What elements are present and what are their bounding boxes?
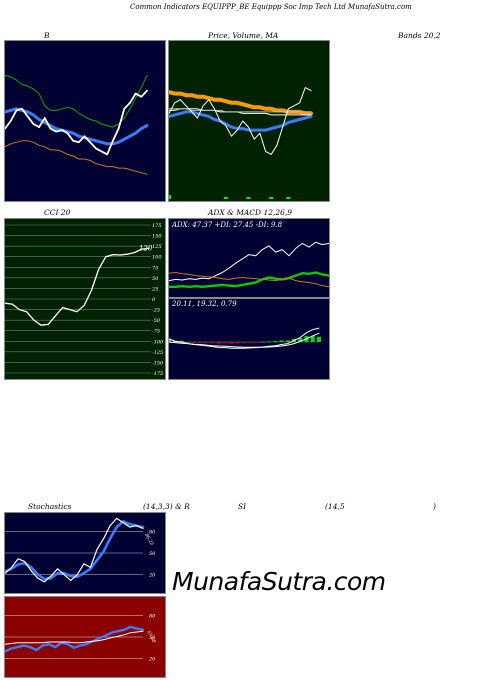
macd-histogram-bar: [235, 342, 240, 344]
macd-histogram-bar: [192, 342, 196, 343]
cci-tick-label: 25: [151, 286, 158, 292]
stoch-params-label: (14,3,3) & R: [143, 502, 190, 511]
cci-chart: 175 150 125 100 75 50 25 0 -25 -50 -75 -100 -125 -150…: [5, 223, 164, 377]
adx-minus_di-line: [169, 272, 329, 288]
cci-tick-label: -150: [152, 360, 164, 366]
macd-histogram-bar: [248, 342, 253, 343]
macd-histogram-bar: [317, 336, 321, 342]
stochastics-panel: 80 50 20 86.22: [4, 512, 166, 594]
cci-tick-label: 175: [152, 223, 162, 229]
cci-panel: 175 150 125 100 75 50 25 0 -25 -50 -75 -100 -125 -150…: [4, 218, 166, 380]
rsi-close-label: ): [433, 502, 436, 511]
bollinger-chart: [5, 74, 149, 175]
cci-tick-label: -100: [152, 339, 164, 345]
volume-bar: [169, 195, 171, 199]
rsi-label: SI: [238, 502, 247, 511]
macd-histogram-bar: [169, 338, 171, 342]
bollinger-middle-line: [5, 107, 149, 146]
stoch-tick-label: 80: [149, 529, 156, 535]
bollinger-upper-line: [5, 74, 148, 128]
macd-macd-line: [169, 327, 320, 349]
page-title: Common Indicators EQUIPPP_BE Equippp Soc…: [130, 3, 412, 11]
price-ma-panel: [168, 40, 330, 202]
cci-tick-label: 100: [152, 255, 162, 261]
brand-watermark: MunafaSutra.com: [172, 567, 386, 596]
adx-readout: ADX: 47.37 +DI: 27.45 -DI: 9.8: [172, 221, 283, 229]
stoch-d-line: [5, 520, 145, 581]
cci-tick-label: 0: [152, 297, 156, 303]
macd-histogram-bar: [310, 335, 315, 342]
adx-chart: [169, 241, 329, 289]
macd-histogram-bar: [260, 341, 265, 343]
rsi-last-value: 57.08: [145, 630, 157, 644]
rsi-chart: 80 50 20 57.08: [5, 613, 157, 663]
macd-histogram-bar: [198, 342, 203, 343]
adx-plus_di-line: [169, 271, 329, 289]
macd-histogram-bar: [204, 342, 209, 343]
rsi-tick-label: 20: [148, 657, 156, 663]
cci-line: [5, 247, 150, 326]
macd-histogram-bar: [273, 341, 278, 342]
macd-histogram-bar: [223, 342, 228, 344]
volume-bar: [269, 197, 274, 199]
rsi-rsi_ma-line: [5, 630, 144, 645]
stochastics-chart: 80 50 20 86.22: [5, 517, 156, 583]
bollinger-panel: [4, 40, 166, 202]
volume-bar: [286, 197, 291, 199]
rsi-tick-label: 80: [149, 613, 156, 619]
stoch-tick-label: 20: [148, 573, 156, 579]
macd-histogram-bar: [298, 337, 303, 342]
macd-histogram-bar: [279, 340, 284, 342]
cci-tick-label: 125: [152, 244, 162, 250]
stoch-k-line: [5, 517, 144, 583]
rsi-tick-label: 50: [149, 635, 156, 641]
cci-tick-label: -75: [152, 329, 160, 335]
macd-histogram-bar: [210, 342, 215, 343]
pvm-ma_white-line: [169, 108, 312, 116]
bollinger-price-line: [5, 89, 148, 156]
bollinger-label: B: [44, 31, 50, 40]
pvm-price-line: [169, 87, 312, 155]
price-ma-chart: [169, 87, 313, 199]
cci-tick-label: -50: [152, 318, 161, 324]
stoch-tick-label: 50: [149, 551, 156, 557]
macd-panel: 20.11, 19.32, 0.79: [168, 298, 330, 380]
cci-tick-label: -175: [152, 371, 163, 377]
macd-histogram-bar: [267, 341, 271, 343]
macd-chart: [169, 327, 321, 349]
adx-panel: ADX: 47.37 +DI: 27.45 -DI: 9.8: [168, 218, 330, 298]
bollinger-lower-line: [5, 140, 148, 175]
stoch-last-value: 86.22: [143, 533, 155, 547]
macd-histogram-bar: [285, 340, 290, 342]
cci-tick-label: 75: [152, 265, 158, 271]
bands-label: Bands 20,2: [398, 31, 441, 40]
stoch-label: Stochastics: [28, 502, 72, 511]
adx-adx-line: [169, 241, 329, 282]
cci-tick-label: -125: [152, 350, 163, 356]
rsi-params-label: (14,5: [325, 502, 345, 511]
cci-tick-label: 50: [152, 276, 159, 282]
cci-tick-label: 150: [152, 234, 162, 240]
rsi-panel: 80 50 20 57.08: [4, 596, 166, 678]
macd-histogram-bar: [229, 342, 234, 344]
macd-histogram-bar: [185, 342, 190, 343]
price-ma-label: Price, Volume, MA: [208, 31, 279, 40]
volume-bar: [246, 197, 251, 199]
cci-tick-label: -25: [152, 308, 160, 314]
macd-histogram-bar: [179, 340, 184, 342]
cci-label: CCI 20: [44, 208, 71, 217]
macd-signal-line: [169, 332, 320, 348]
macd-histogram-bar: [242, 342, 246, 343]
macd-histogram-bar: [254, 342, 259, 343]
cci-last-value: 120: [139, 244, 153, 252]
macd-readout: 20.11, 19.32, 0.79: [172, 300, 237, 308]
macd-histogram-bar: [217, 342, 221, 344]
rsi-rsi-line: [5, 625, 145, 653]
adx-macd-label: ADX & MACD 12,26,9: [208, 208, 293, 217]
pvm-ma_blue-line: [169, 110, 313, 132]
volume-bar: [223, 197, 228, 199]
